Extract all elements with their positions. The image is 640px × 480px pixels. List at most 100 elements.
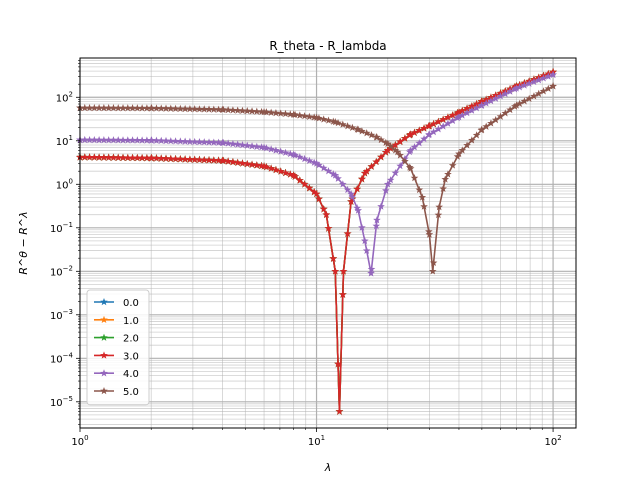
data-point bbox=[335, 407, 344, 415]
data-point bbox=[224, 105, 232, 114]
y-tick-label: 10−1 bbox=[50, 221, 73, 235]
data-point bbox=[229, 106, 237, 114]
data-point bbox=[367, 162, 376, 170]
data-point bbox=[276, 147, 285, 155]
data-point bbox=[530, 92, 538, 100]
data-point bbox=[253, 142, 261, 150]
data-point bbox=[109, 136, 118, 144]
data-point bbox=[162, 136, 170, 145]
y-tick-label: 100 bbox=[56, 177, 73, 191]
data-point bbox=[515, 99, 524, 107]
data-point bbox=[334, 174, 342, 182]
data-point bbox=[190, 155, 199, 163]
data-point bbox=[296, 153, 304, 161]
data-point bbox=[133, 136, 142, 144]
data-point bbox=[138, 153, 146, 162]
data-point bbox=[401, 134, 409, 142]
data-point bbox=[441, 175, 450, 183]
data-point bbox=[267, 145, 275, 153]
data-point bbox=[354, 206, 362, 214]
legend-label: 3.0 bbox=[123, 351, 139, 362]
data-point bbox=[463, 104, 471, 112]
data-point bbox=[410, 174, 419, 182]
data-point bbox=[218, 156, 227, 164]
data-point bbox=[104, 153, 113, 161]
data-point bbox=[100, 104, 108, 112]
data-point bbox=[315, 195, 323, 203]
data-point bbox=[85, 153, 94, 161]
plot-background bbox=[80, 58, 576, 428]
data-point bbox=[210, 138, 218, 146]
data-point bbox=[496, 92, 505, 100]
data-point bbox=[391, 146, 400, 154]
data-point bbox=[267, 108, 275, 116]
data-point bbox=[367, 265, 376, 273]
legend-item: 3.0 bbox=[94, 351, 139, 362]
y-tick-label: 102 bbox=[56, 90, 73, 104]
data-point bbox=[80, 135, 89, 144]
data-point bbox=[391, 141, 400, 149]
data-point bbox=[286, 110, 295, 118]
data-point bbox=[276, 167, 285, 175]
x-tick-label: 102 bbox=[544, 434, 561, 448]
data-point bbox=[310, 158, 318, 166]
x-tick-label: 101 bbox=[308, 434, 325, 448]
data-point bbox=[358, 127, 366, 135]
y-axis-label: R^θ − R^λ bbox=[17, 211, 30, 274]
legend-item: 4.0 bbox=[94, 369, 139, 380]
data-point bbox=[539, 87, 548, 95]
data-point bbox=[534, 76, 543, 84]
legend-item: 1.0 bbox=[94, 315, 139, 327]
y-tick-label: 10−4 bbox=[50, 351, 74, 365]
data-point bbox=[367, 131, 376, 139]
legend-item: 2.0 bbox=[94, 333, 139, 345]
legend-label: 1.0 bbox=[123, 316, 139, 327]
data-point bbox=[119, 136, 127, 144]
data-point bbox=[434, 117, 443, 126]
data-point bbox=[205, 156, 213, 164]
data-point bbox=[401, 157, 409, 165]
data-point bbox=[448, 116, 457, 124]
data-point bbox=[386, 144, 395, 152]
data-point bbox=[248, 142, 256, 150]
data-point bbox=[512, 101, 521, 109]
data-point bbox=[243, 159, 252, 168]
legend-marker bbox=[100, 315, 108, 324]
data-point bbox=[233, 106, 242, 114]
data-point bbox=[181, 155, 189, 163]
data-point bbox=[331, 118, 340, 126]
data-point bbox=[157, 104, 166, 112]
data-point bbox=[539, 74, 548, 82]
data-point bbox=[343, 122, 352, 130]
data-point bbox=[549, 70, 557, 78]
y-axis: 10−5 10−4 10−3 10−2 10−1 100 101 102 bbox=[50, 60, 80, 425]
data-point bbox=[119, 153, 127, 161]
data-point bbox=[157, 136, 166, 144]
data-point bbox=[472, 104, 481, 112]
data-point bbox=[491, 115, 500, 124]
data-point bbox=[415, 185, 424, 194]
data-point bbox=[383, 180, 392, 188]
data-point bbox=[224, 139, 232, 147]
data-point bbox=[233, 158, 242, 166]
data-point bbox=[312, 159, 321, 167]
data-point bbox=[382, 138, 390, 146]
data-point bbox=[319, 164, 328, 172]
data-point bbox=[448, 111, 457, 119]
data-point bbox=[315, 161, 323, 169]
data-point bbox=[425, 227, 433, 235]
data-point bbox=[166, 104, 175, 112]
data-point bbox=[95, 104, 103, 112]
data-point bbox=[512, 84, 521, 92]
data-point bbox=[386, 142, 395, 150]
data-point bbox=[205, 105, 213, 113]
data-point bbox=[85, 103, 94, 112]
chart-title: R_theta - R_lambda bbox=[269, 39, 386, 53]
data-point bbox=[361, 236, 369, 245]
legend-item: 5.0 bbox=[94, 387, 139, 398]
data-point bbox=[482, 95, 490, 103]
data-point bbox=[418, 193, 427, 201]
y-tick-label: 10−2 bbox=[50, 264, 73, 278]
data-point bbox=[362, 129, 371, 137]
